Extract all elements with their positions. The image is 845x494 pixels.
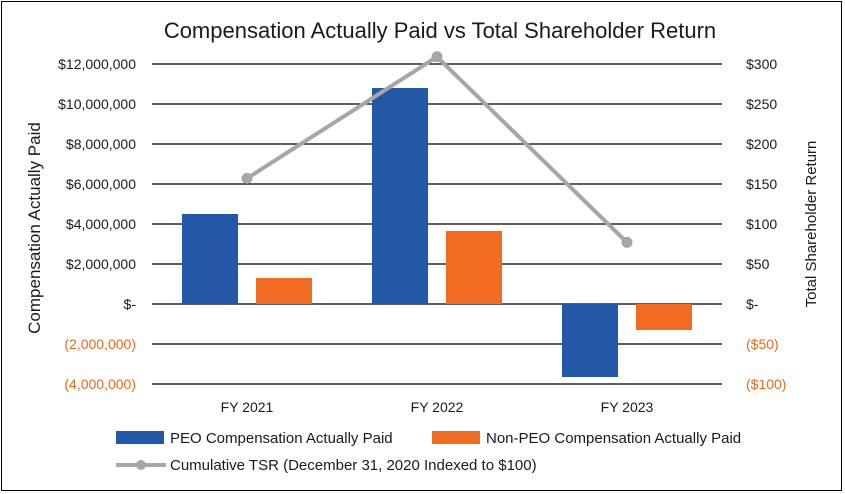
legend-swatch-tsr-marker bbox=[136, 460, 146, 470]
bar-non-peo bbox=[446, 231, 502, 304]
left-axis-ticks: $12,000,000 $10,000,000 $8,000,000 $6,000,0… bbox=[58, 56, 136, 392]
y2-tick-label: $100 bbox=[746, 216, 777, 232]
bars bbox=[182, 88, 692, 377]
bar-peo bbox=[562, 304, 618, 377]
legend-label-peo: PEO Compensation Actually Paid bbox=[170, 430, 393, 447]
y-tick-label: (4,000,000) bbox=[64, 376, 136, 392]
right-axis-title: Total Shareholder Return bbox=[803, 141, 820, 308]
legend-label-tsr: Cumulative TSR (December 31, 2020 Indexe… bbox=[170, 457, 537, 474]
y2-tick-label: $- bbox=[746, 296, 759, 312]
legend-label-non-peo: Non-PEO Compensation Actually Paid bbox=[486, 430, 741, 447]
tsr-point bbox=[621, 236, 633, 248]
x-axis-ticks: FY 2021 FY 2022 FY 2023 bbox=[221, 399, 654, 415]
y2-tick-label: ($100) bbox=[746, 376, 786, 392]
y-tick-label: $4,000,000 bbox=[66, 216, 136, 232]
chart-title: Compensation Actually Paid vs Total Shar… bbox=[164, 18, 716, 43]
tsr-line bbox=[245, 54, 629, 244]
y2-tick-label: $50 bbox=[746, 256, 770, 272]
y2-tick-label: ($50) bbox=[746, 336, 779, 352]
y2-tick-label: $250 bbox=[746, 96, 777, 112]
bar-non-peo bbox=[636, 304, 692, 330]
y-tick-label: $12,000,000 bbox=[58, 56, 136, 72]
legend: PEO Compensation Actually Paid Non-PEO C… bbox=[116, 430, 741, 474]
y-tick-label: $6,000,000 bbox=[66, 176, 136, 192]
right-axis-ticks: $300 $250 $200 $150 $100 $50 $- ($50) ($100) bbox=[746, 56, 786, 392]
y-tick-label: (2,000,000) bbox=[64, 336, 136, 352]
bar-peo bbox=[372, 88, 428, 304]
legend-swatch-peo bbox=[116, 431, 164, 444]
y2-tick-label: $150 bbox=[746, 176, 777, 192]
x-tick-label: FY 2022 bbox=[411, 399, 464, 415]
y-tick-label: $2,000,000 bbox=[66, 256, 136, 272]
y-tick-label: $10,000,000 bbox=[58, 96, 136, 112]
tsr-point bbox=[241, 172, 253, 184]
y2-tick-label: $200 bbox=[746, 136, 777, 152]
y2-tick-label: $300 bbox=[746, 56, 777, 72]
legend-swatch-non-peo bbox=[432, 431, 480, 444]
bar-non-peo bbox=[256, 278, 312, 304]
gridlines bbox=[152, 63, 722, 385]
y-tick-label: $- bbox=[124, 296, 137, 312]
tsr-point bbox=[431, 51, 443, 63]
left-axis-title: Compensation Actually Paid bbox=[25, 122, 44, 334]
x-tick-label: FY 2021 bbox=[221, 399, 274, 415]
y-tick-label: $8,000,000 bbox=[66, 136, 136, 152]
tsr-line-group bbox=[241, 51, 633, 248]
x-tick-label: FY 2023 bbox=[601, 399, 654, 415]
bar-peo bbox=[182, 214, 238, 304]
